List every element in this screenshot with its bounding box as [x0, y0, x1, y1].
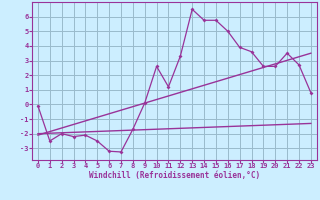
X-axis label: Windchill (Refroidissement éolien,°C): Windchill (Refroidissement éolien,°C)	[89, 171, 260, 180]
